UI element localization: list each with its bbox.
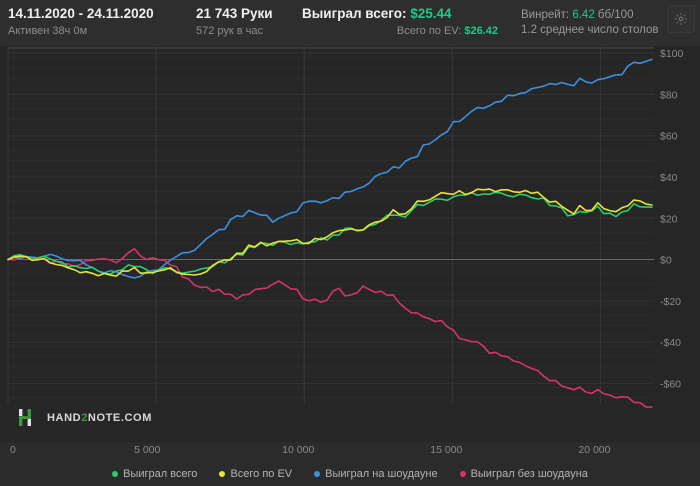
svg-text:$0: $0	[660, 255, 672, 267]
won-total-value: $25.44	[410, 6, 451, 21]
svg-text:-$60: -$60	[660, 378, 681, 390]
svg-text:$100: $100	[660, 48, 684, 60]
svg-text:-$20: -$20	[660, 296, 681, 308]
legend-label: Выиграл всего	[123, 468, 197, 480]
svg-text:$80: $80	[660, 89, 678, 101]
svg-text:-$40: -$40	[660, 337, 681, 349]
chart-legend: Выиграл всего Всего по EV Выиграл на шоуда…	[0, 461, 700, 486]
winnings-block: Выиграл всего: $25.44 Всего по EV: $26.4…	[302, 6, 498, 38]
x-axis-tick: 10 000	[282, 444, 314, 456]
ev-total-label: Всего по EV:	[397, 25, 461, 37]
winrate-line: Винрейт: 6.42 бб/100	[521, 8, 659, 23]
x-axis-tick: 5 000	[134, 444, 160, 456]
series-lines	[8, 59, 652, 407]
winrate-label: Винрейт:	[521, 9, 569, 21]
series-line	[8, 59, 652, 278]
x-axis-tick: 15 000	[430, 444, 462, 456]
avg-tables: 1.2 среднее число столов	[521, 23, 659, 38]
x-gridlines	[8, 47, 600, 404]
y-gridlines	[8, 47, 654, 398]
legend-label: Всего по EV	[230, 468, 292, 480]
svg-text:$20: $20	[660, 213, 678, 225]
won-total-line: Выиграл всего: $25.44	[302, 6, 498, 21]
won-total-label: Выиграл всего:	[302, 6, 406, 21]
svg-text:$60: $60	[660, 131, 678, 143]
legend-item[interactable]: Выиграл без шоудауна	[460, 468, 588, 480]
legend-color-dot	[314, 471, 320, 477]
hand2note-logo-text: HAND2NOTE.COM	[47, 412, 152, 424]
logo-text-b: 2	[81, 412, 88, 424]
x-axis-tick: 0	[10, 444, 16, 456]
hand2note-watermark: HAND2NOTE.COM	[18, 408, 152, 427]
legend-label: Выиграл на шоудауне	[325, 468, 437, 480]
legend-color-dot	[112, 471, 118, 477]
active-time: Активен 38ч 0м	[8, 24, 154, 38]
hands-per-hour: 572 рук в час	[196, 24, 273, 38]
winrate-block: Винрейт: 6.42 бб/100 1.2 среднее число с…	[521, 8, 659, 38]
legend-color-dot	[219, 471, 225, 477]
winnings-line-chart: $100 $80 $60 $40 $20 $0 -$20 -$40 -$60	[0, 46, 700, 442]
logo-text-c: NOTE.COM	[88, 412, 152, 424]
y-axis-labels: $100 $80 $60 $40 $20 $0 -$20 -$40 -$60	[660, 48, 684, 390]
stats-header: 14.11.2020 - 24.11.2020 Активен 38ч 0м 2…	[0, 0, 700, 46]
winrate-unit: бб/100	[598, 9, 634, 21]
winrate-value: 6.42	[572, 9, 594, 21]
legend-label: Выиграл без шоудауна	[471, 468, 588, 480]
logo-text-a: HAND	[47, 412, 81, 424]
chart-area[interactable]: $100 $80 $60 $40 $20 $0 -$20 -$40 -$60 HAND2NOTE…	[0, 46, 700, 442]
ev-total-value: $26.42	[464, 25, 498, 37]
legend-color-dot	[460, 471, 466, 477]
hands-block: 21 743 Руки 572 рук в час	[196, 6, 273, 38]
date-range-block: 14.11.2020 - 24.11.2020 Активен 38ч 0м	[8, 6, 154, 38]
x-axis-tick: 20 000	[578, 444, 610, 456]
legend-item[interactable]: Выиграл на шоудауне	[314, 468, 437, 480]
legend-item[interactable]: Выиграл всего	[112, 468, 197, 480]
x-axis: 0 5 000 10 000 15 000 20 000	[0, 442, 700, 460]
settings-button[interactable]	[667, 5, 695, 33]
hand2note-logo-icon	[18, 408, 40, 427]
hands-count: 21 743 Руки	[196, 6, 273, 21]
gear-icon	[674, 12, 688, 26]
legend-item[interactable]: Всего по EV	[219, 468, 292, 480]
date-range: 14.11.2020 - 24.11.2020	[8, 6, 154, 21]
svg-text:$40: $40	[660, 172, 678, 184]
ev-total-line: Всего по EV: $26.42	[302, 24, 498, 38]
